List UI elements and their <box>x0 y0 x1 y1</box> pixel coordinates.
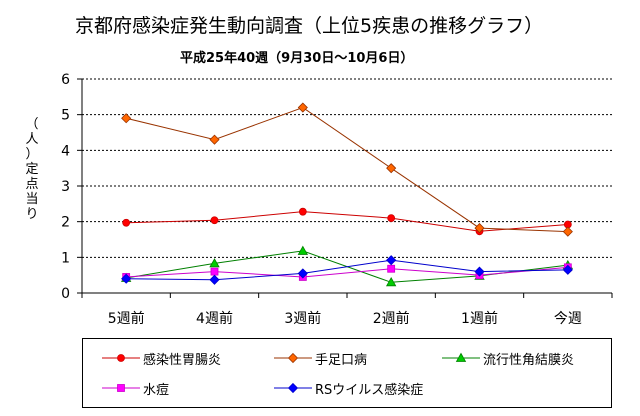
legend-item: 水痘 <box>101 379 170 398</box>
x-tick-label: 4週前 <box>196 310 233 327</box>
y-tick-label: 2 <box>61 215 70 231</box>
series-1 <box>121 102 573 237</box>
legend-swatch <box>442 352 480 362</box>
y-tick-label: 1 <box>61 250 70 266</box>
data-point <box>209 258 220 268</box>
legend-label: 感染性胃腸炎 <box>143 352 222 368</box>
data-point <box>121 113 132 124</box>
legend-swatch-marker <box>455 352 467 362</box>
legend-item: RSウイルス感染症 <box>273 379 424 398</box>
data-point <box>209 274 220 285</box>
data-point <box>210 267 219 276</box>
legend-label: RSウイルス感染症 <box>315 382 424 398</box>
y-tick-label: 6 <box>61 72 70 88</box>
data-point <box>297 102 308 113</box>
data-point <box>298 207 307 216</box>
data-point <box>385 276 397 287</box>
data-point <box>474 266 485 277</box>
y-tick-label: 3 <box>61 179 70 195</box>
data-point <box>210 216 219 225</box>
y-axis-label-char: ） <box>25 147 38 162</box>
y-axis-label-char: （ <box>25 117 38 132</box>
series-lines <box>120 102 574 287</box>
x-tick-labels: 5週前 4週前 3週前 2週前 1週前 今週 <box>108 310 582 327</box>
y-tick-label: 4 <box>61 143 70 159</box>
x-tick-label: 5週前 <box>108 310 145 327</box>
axes <box>77 78 613 298</box>
series-line <box>126 259 568 281</box>
y-axis-label-char: 定 <box>25 162 38 177</box>
chart-subtitle: 平成25年40週（9月30日〜10月6日） <box>180 50 413 66</box>
data-point <box>121 273 132 284</box>
data-point <box>386 255 397 266</box>
series-line <box>126 106 568 233</box>
legend: 感染性胃腸炎 手足口病 流行性角結膜炎水痘 RSウイルス感染症 <box>82 338 612 408</box>
legend-swatch-marker <box>287 352 299 364</box>
legend-swatch <box>102 384 140 392</box>
data-point <box>562 226 573 237</box>
y-axis-label-char: 当 <box>25 192 38 207</box>
legend-swatch-marker <box>287 382 299 394</box>
legend-swatch-marker <box>117 354 125 362</box>
legend-item: 流行性角結膜炎 <box>441 349 575 368</box>
y-axis-label-char: り <box>25 207 38 222</box>
legend-item: 手足口病 <box>273 349 368 368</box>
series-line <box>126 266 568 278</box>
data-point <box>209 134 220 145</box>
y-tick-labels: 0 1 2 3 4 5 6 <box>61 72 70 302</box>
data-point <box>122 218 131 227</box>
x-tick-label: 今週 <box>554 311 582 327</box>
x-tick-label: 2週前 <box>373 310 410 327</box>
x-tick-label: 3週前 <box>284 310 321 327</box>
data-point <box>297 268 308 279</box>
data-point <box>297 245 309 255</box>
series-line <box>126 211 568 232</box>
data-point <box>387 264 396 273</box>
legend-label: 水痘 <box>143 382 170 398</box>
chart-title: 京都府感染症発生動向調査（上位5疾患の推移グラフ） <box>75 15 543 37</box>
legend-swatch <box>102 354 140 362</box>
x-tick-label: 1週前 <box>461 310 498 327</box>
legend-swatch-marker <box>117 384 125 392</box>
legend-item: 感染性胃腸炎 <box>101 349 222 368</box>
data-point <box>386 163 397 174</box>
data-point <box>387 214 396 223</box>
series-4 <box>121 255 573 285</box>
legend-label: 手足口病 <box>315 352 368 368</box>
y-tick-label: 0 <box>61 286 70 302</box>
legend-swatch <box>274 382 312 394</box>
data-point <box>474 223 485 234</box>
y-axis-label-char: 人 <box>25 132 38 147</box>
legend-label: 流行性角結膜炎 <box>483 352 575 368</box>
y-tick-label: 5 <box>61 108 70 124</box>
data-point <box>562 264 573 275</box>
legend-swatch <box>274 352 312 364</box>
y-axis-label-char: 点 <box>25 177 38 192</box>
